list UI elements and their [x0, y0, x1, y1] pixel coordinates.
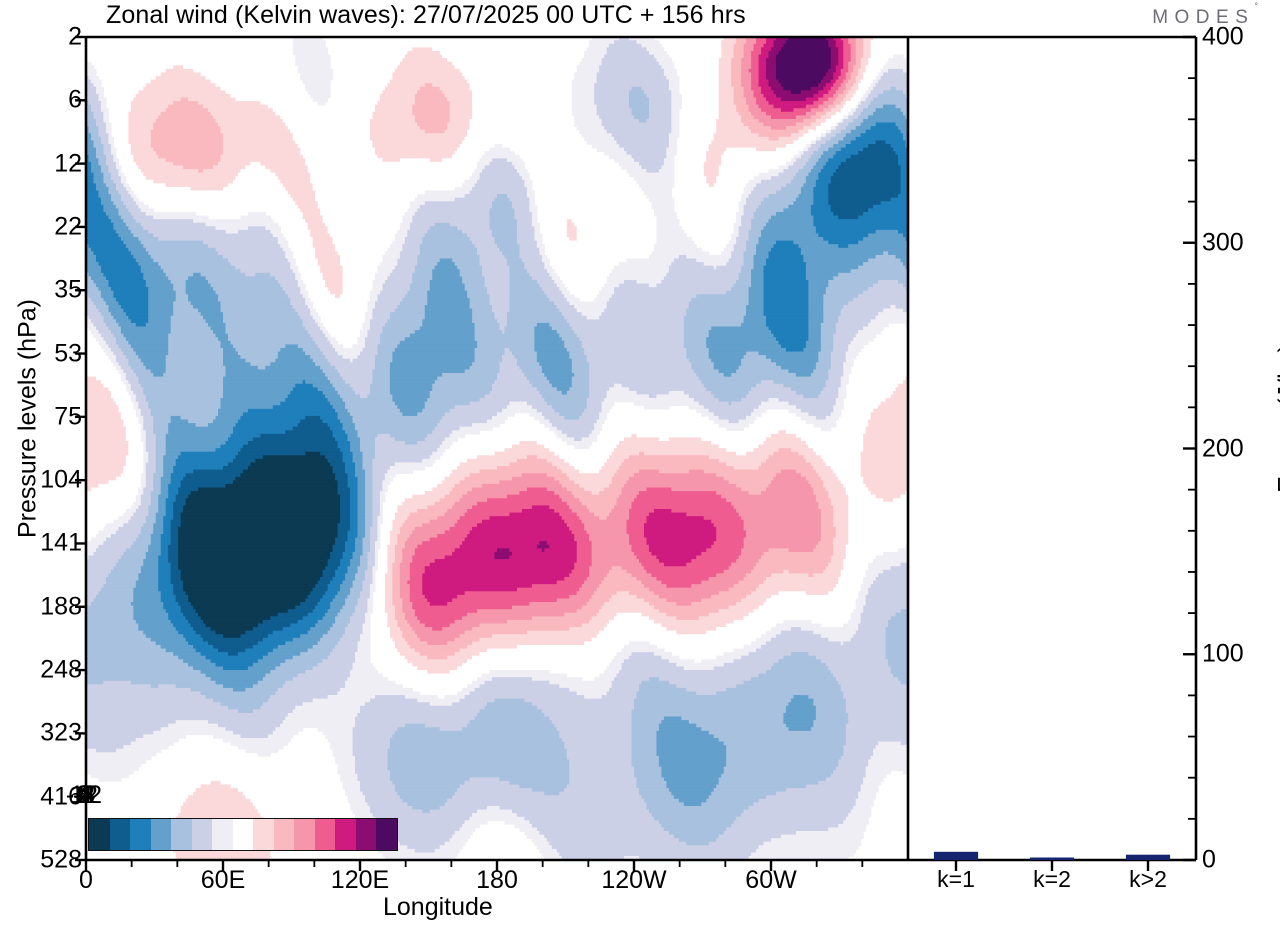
colorbar [88, 818, 398, 851]
energy-axis-tick-label: 400 [1202, 22, 1244, 51]
modes-logo-text: MODES [1152, 7, 1255, 28]
colorbar-swatch [253, 819, 274, 850]
energy-bars [933, 851, 1171, 860]
energy-bar [1029, 857, 1075, 860]
x-axis-tick-label: 180 [476, 866, 518, 894]
energy-axis-tick-label: 0 [1202, 845, 1216, 874]
x-axis-tick-label: 120E [330, 866, 390, 894]
colorbar-tick-label: 0 [77, 781, 91, 809]
colorbar-swatch [109, 819, 131, 850]
energy-category-label: k=1 [937, 866, 975, 892]
colorbar-tick-label: -12 [65, 781, 103, 809]
colorbar-swatch [355, 819, 377, 850]
colorbar-tick-label: 8 [77, 781, 91, 809]
colorbar-tick-label: -4 [72, 781, 96, 809]
energy-bar [1125, 854, 1171, 860]
x-axis-tick-label: 60E [200, 866, 246, 894]
x-axis-tick-label: 0 [79, 866, 93, 894]
axis-lines [75, 35, 1198, 871]
y-axis-tick-label: 104 [40, 465, 82, 494]
colorbar-swatch [376, 819, 397, 850]
modes-logo: MODES° [1152, 1, 1258, 29]
colorbar-swatch [89, 819, 110, 850]
y-axis-tick-label: 248 [40, 655, 82, 684]
y-axis-tick-label: 416 [40, 782, 82, 811]
y-axis-tick-label: 2 [68, 22, 82, 51]
y-axis-tick-label: 12 [54, 149, 82, 178]
x-axis-tick-label: 60W [745, 866, 797, 894]
contour-field [86, 37, 908, 860]
colorbar-swatch [335, 819, 356, 850]
x-axis-title: Longitude [383, 893, 493, 921]
colorbar-swatch [232, 819, 254, 850]
colorbar-swatch [171, 819, 192, 850]
colorbar-tick-label: 4 [77, 781, 91, 809]
y-axis-tick-label: 141 [40, 528, 82, 557]
energy-axis-tick-label: 100 [1202, 639, 1244, 668]
colorbar-swatch [130, 819, 151, 850]
energy-axis-tick-label: 200 [1202, 434, 1244, 462]
colorbar-tick-label: -8 [72, 781, 96, 809]
colorbar-swatch [273, 819, 295, 850]
modes-logo-mark: ° [1254, 0, 1258, 11]
energy-axis-tick-label: 300 [1202, 228, 1244, 257]
page-title: Zonal wind (Kelvin waves): 27/07/2025 00… [106, 1, 746, 29]
energy-category-label: k>2 [1129, 866, 1167, 892]
y-axis-tick-label: 188 [40, 592, 82, 621]
y-axis-tick-label: 35 [54, 275, 82, 304]
colorbar-swatch [294, 819, 315, 850]
colorbar-swatch [150, 819, 172, 850]
energy-category-label: k=2 [1033, 866, 1071, 892]
colorbar-swatch [191, 819, 213, 850]
x-axis-tick-label: 120W [601, 866, 667, 894]
energy-bar [933, 851, 979, 860]
colorbar-swatch [212, 819, 233, 850]
y-axis-tick-label: 75 [54, 402, 82, 431]
colorbar-swatch [314, 819, 336, 850]
colorbar-swatches [88, 818, 398, 851]
colorbar-tick-labels: -12 -8 -4 0 4 8 12 [66, 781, 414, 811]
y-axis-tick-label: 323 [40, 718, 82, 747]
y-axis-tick-label: 6 [68, 85, 82, 114]
y-axis-tick-label: 22 [54, 212, 82, 241]
y-axis-tick-label: 53 [54, 339, 82, 368]
colorbar-tick-label: 12 [70, 781, 98, 809]
y-axis-tick-label: 528 [40, 845, 82, 874]
